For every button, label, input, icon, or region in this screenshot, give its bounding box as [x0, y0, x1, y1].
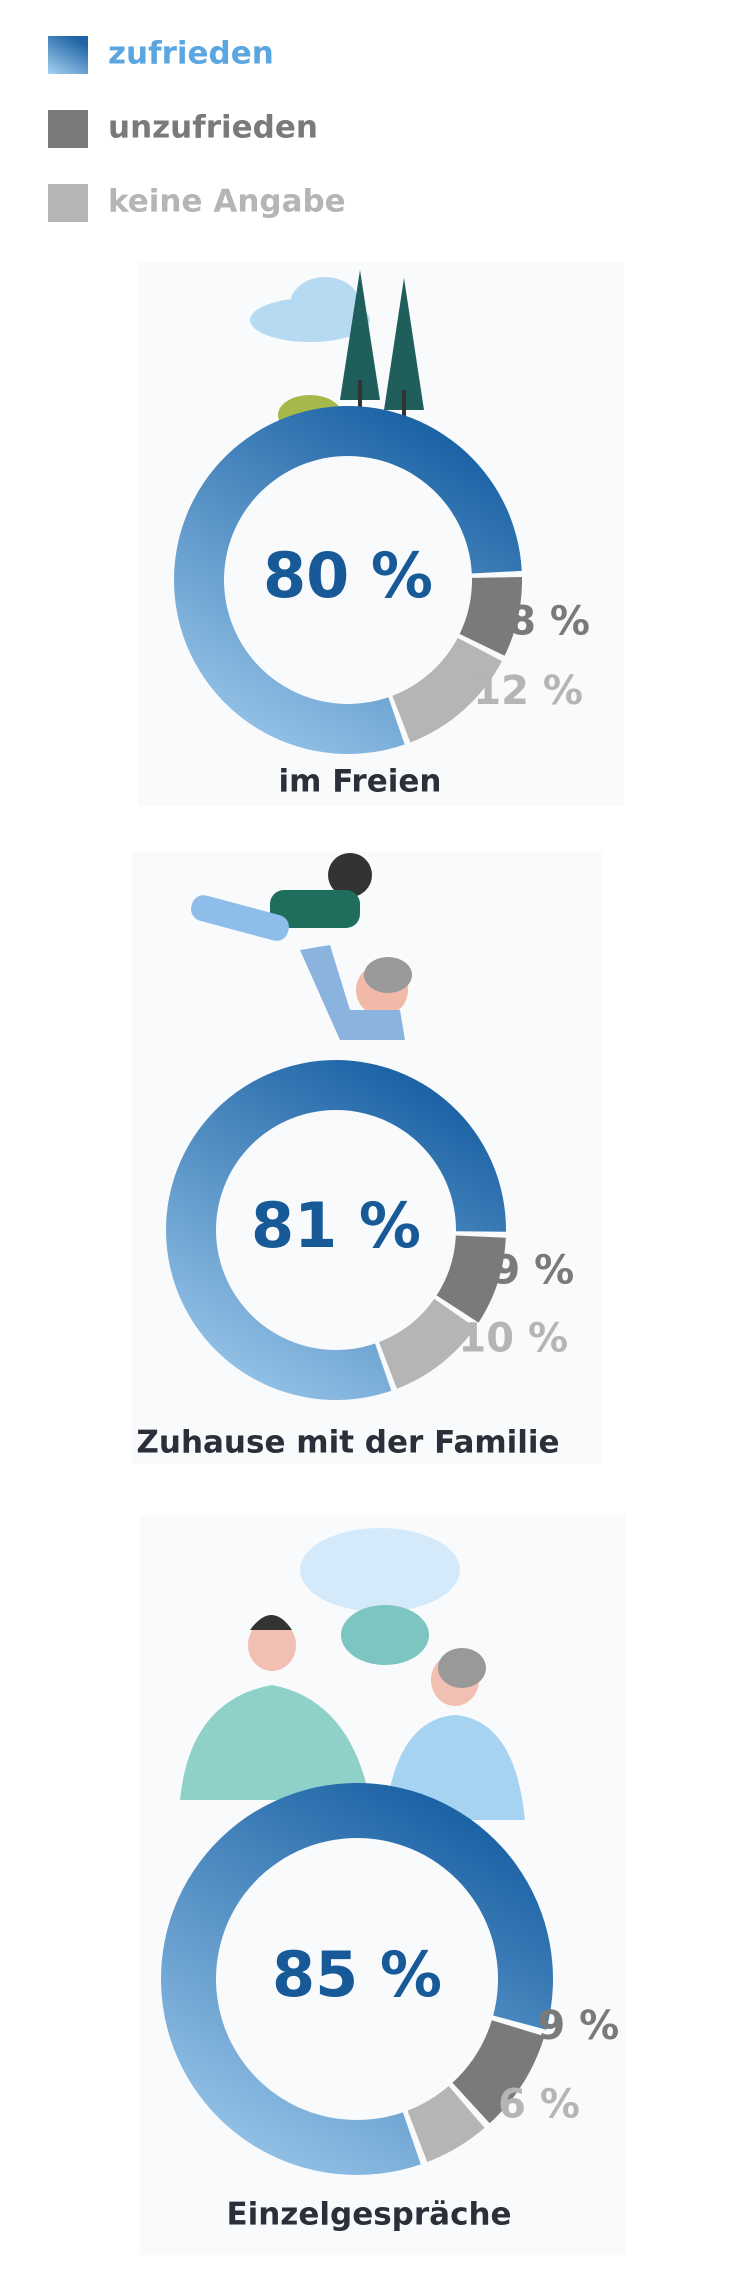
legend-label: unzufrieden [108, 110, 318, 146]
value-label: 9 % [537, 2003, 619, 2049]
value-label: 8 % [508, 599, 590, 645]
legend-swatch [48, 36, 88, 74]
legend-label: zufrieden [108, 36, 274, 72]
illustration-family [191, 853, 412, 1040]
legend-label: keine Angabe [108, 184, 346, 220]
donut-segment [459, 576, 522, 656]
center-value-label: 81 % [251, 1189, 421, 1262]
value-label: 10 % [458, 1316, 568, 1362]
chart-title: Zuhause mit der Familie [136, 1425, 559, 1461]
donut-segment [407, 2086, 485, 2162]
donut-segment [166, 1060, 506, 1401]
donut-segment [392, 637, 502, 743]
legend-swatch [48, 110, 88, 148]
donut-segment [452, 2020, 545, 2124]
donut-segment [379, 1298, 476, 1389]
value-label: 6 % [498, 2081, 580, 2127]
value-label: 12 % [473, 668, 583, 714]
chart-title: Einzelgespräche [226, 2197, 511, 2233]
center-value-label: 85 % [272, 1938, 442, 2011]
center-value-label: 80 % [263, 539, 433, 612]
donut-segment [436, 1235, 506, 1323]
value-label: 9 % [492, 1248, 574, 1294]
legend-swatch [48, 184, 88, 222]
chart-title: im Freien [279, 764, 442, 800]
